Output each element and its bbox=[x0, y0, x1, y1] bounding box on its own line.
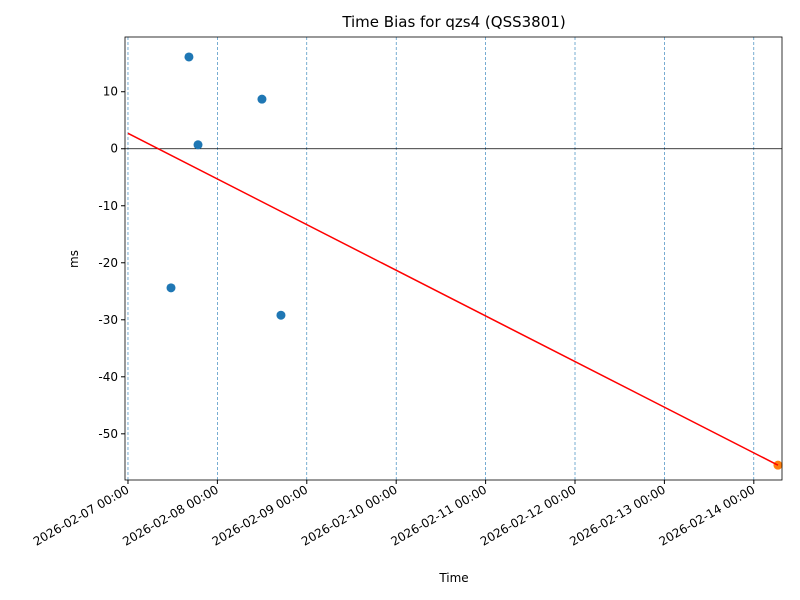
y-tick-label: -10 bbox=[98, 199, 118, 213]
x-axis-label: Time bbox=[438, 571, 468, 585]
y-tick-label: 0 bbox=[110, 142, 118, 156]
point bbox=[276, 310, 286, 320]
x-tick-label: 2026-02-13 00:00 bbox=[567, 482, 668, 548]
x-tick-label: 2026-02-08 00:00 bbox=[120, 482, 221, 548]
plot-frame bbox=[124, 36, 783, 481]
x-tick-label: 2026-02-12 00:00 bbox=[478, 482, 579, 548]
x-tick-label: 2026-02-09 00:00 bbox=[210, 482, 311, 548]
chart-title: Time Bias for qzs4 (QSS3801) bbox=[341, 13, 565, 31]
x-tick-label: 2026-02-14 00:00 bbox=[657, 482, 758, 548]
trend-line bbox=[127, 132, 779, 466]
y-tick-label: -40 bbox=[98, 370, 118, 384]
y-tick-label: -30 bbox=[98, 313, 118, 327]
point bbox=[166, 283, 176, 293]
x-tick-label: 2026-02-11 00:00 bbox=[388, 482, 489, 548]
x-tick-label: 2026-02-10 00:00 bbox=[299, 482, 400, 548]
y-axis-label: ms bbox=[67, 250, 81, 268]
y-tick-label: -20 bbox=[98, 256, 118, 270]
point bbox=[193, 140, 203, 150]
point bbox=[184, 52, 194, 62]
y-tick-label: -50 bbox=[98, 427, 118, 441]
x-tick-label: 2026-02-07 00:00 bbox=[31, 482, 132, 548]
y-tick-label: 10 bbox=[103, 85, 118, 99]
point bbox=[257, 94, 267, 104]
